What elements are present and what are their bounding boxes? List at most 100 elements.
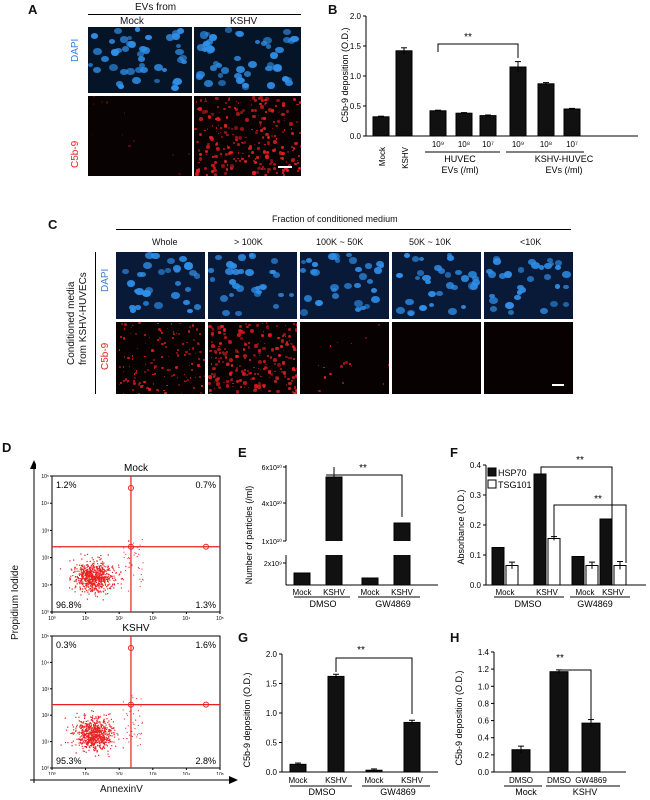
stain-spot <box>317 364 319 366</box>
nucleus <box>454 269 463 276</box>
nucleus <box>140 272 147 278</box>
stain-spot <box>211 163 215 168</box>
flow-event <box>90 725 93 727</box>
flow-event <box>67 726 69 728</box>
stain-spot <box>144 380 146 382</box>
stain-spot <box>243 141 247 144</box>
stain-spot <box>176 354 179 357</box>
flow-event <box>105 577 107 579</box>
flow-event <box>85 746 87 748</box>
panel-b-xtick-label: 10⁹ <box>512 140 524 149</box>
flow-event <box>86 583 88 585</box>
panel-h-ylabel: C5b-9 deposition (O.D.) <box>454 670 464 765</box>
nucleus <box>498 273 506 279</box>
flow-event <box>99 734 101 736</box>
panel-g-xtick-label: KSHV <box>325 776 347 785</box>
flow-event <box>102 747 104 750</box>
panel-e-group-gw4869: GW4869 <box>375 599 411 609</box>
stain-spot <box>291 380 294 383</box>
panel-b-bar <box>429 110 447 137</box>
stain-spot <box>240 386 242 389</box>
flow-event <box>94 581 97 583</box>
flow-event <box>86 574 88 576</box>
stain-spot <box>267 370 271 374</box>
stain-spot <box>252 171 256 175</box>
stain-spot <box>254 143 256 145</box>
flow-event <box>96 733 98 736</box>
flow-event <box>76 568 78 570</box>
nucleus <box>526 275 535 283</box>
panel-c-header-line <box>116 229 571 230</box>
stain-spot <box>127 380 130 382</box>
flow-event <box>90 572 92 574</box>
nucleus <box>166 257 175 265</box>
flow-event <box>103 568 105 570</box>
flow-event <box>113 736 116 738</box>
flow-event <box>102 576 104 578</box>
flow-event <box>71 724 74 726</box>
flow-event <box>84 730 86 732</box>
stain-spot <box>323 376 327 379</box>
stain-spot <box>121 134 123 136</box>
panel-a-header-line <box>88 14 301 15</box>
flow-gate-handle <box>127 543 134 550</box>
flow-event <box>95 585 97 587</box>
flow-event <box>92 739 94 742</box>
nucleus <box>563 284 569 290</box>
nucleus <box>234 72 242 80</box>
flow-event <box>101 579 103 582</box>
flow-event <box>110 575 112 577</box>
stain-spot <box>283 128 286 131</box>
panel-g-bar <box>403 721 421 773</box>
flow-event <box>80 583 82 585</box>
nucleus <box>145 252 155 260</box>
panel-c-c5b9-image-1 <box>208 322 297 394</box>
legend-hsp70-label: HSP70 <box>498 468 527 478</box>
stain-spot <box>257 360 262 365</box>
nucleus <box>131 77 141 84</box>
stain-spot <box>225 168 229 171</box>
panel-b-bar <box>395 50 413 137</box>
flow-event <box>92 746 95 749</box>
flow-event <box>100 564 102 567</box>
flow-event <box>138 553 140 555</box>
panel-c-row-dapi: DAPI <box>100 268 111 292</box>
flow-event <box>102 571 104 574</box>
flow-event <box>93 741 95 743</box>
flow-event <box>78 733 80 735</box>
flow-event <box>95 573 97 575</box>
flow-event <box>84 745 86 748</box>
nucleus <box>469 283 479 290</box>
flow-event <box>98 729 100 731</box>
flow-event <box>96 738 98 740</box>
stain-spot <box>246 325 249 329</box>
flow-event <box>78 573 80 575</box>
flow-event <box>86 730 88 733</box>
stain-spot <box>207 114 212 119</box>
panel-e-bar <box>325 476 343 586</box>
flow-event <box>79 724 82 726</box>
flow-event <box>103 578 105 581</box>
stain-spot <box>199 99 203 102</box>
flow-event <box>78 564 81 566</box>
stain-spot <box>220 126 223 129</box>
flow-event <box>86 724 88 726</box>
stain-spot <box>213 168 217 173</box>
stain-spot <box>260 105 264 109</box>
nucleus <box>435 290 443 297</box>
panel-g-xtick-label: Mock <box>288 776 308 785</box>
flow-event <box>87 564 89 566</box>
flow-event <box>72 726 75 728</box>
flow-event <box>92 731 94 734</box>
flow-event <box>79 578 81 580</box>
panel-g-significance: ** <box>357 645 365 656</box>
stain-spot <box>350 365 353 368</box>
flow-event <box>86 727 88 730</box>
nucleus <box>141 47 151 55</box>
stain-spot <box>265 174 267 176</box>
stain-spot <box>189 376 192 379</box>
flow-event <box>96 751 98 753</box>
nucleus <box>419 304 428 311</box>
stain-spot <box>261 165 264 168</box>
stain-spot <box>215 147 220 152</box>
